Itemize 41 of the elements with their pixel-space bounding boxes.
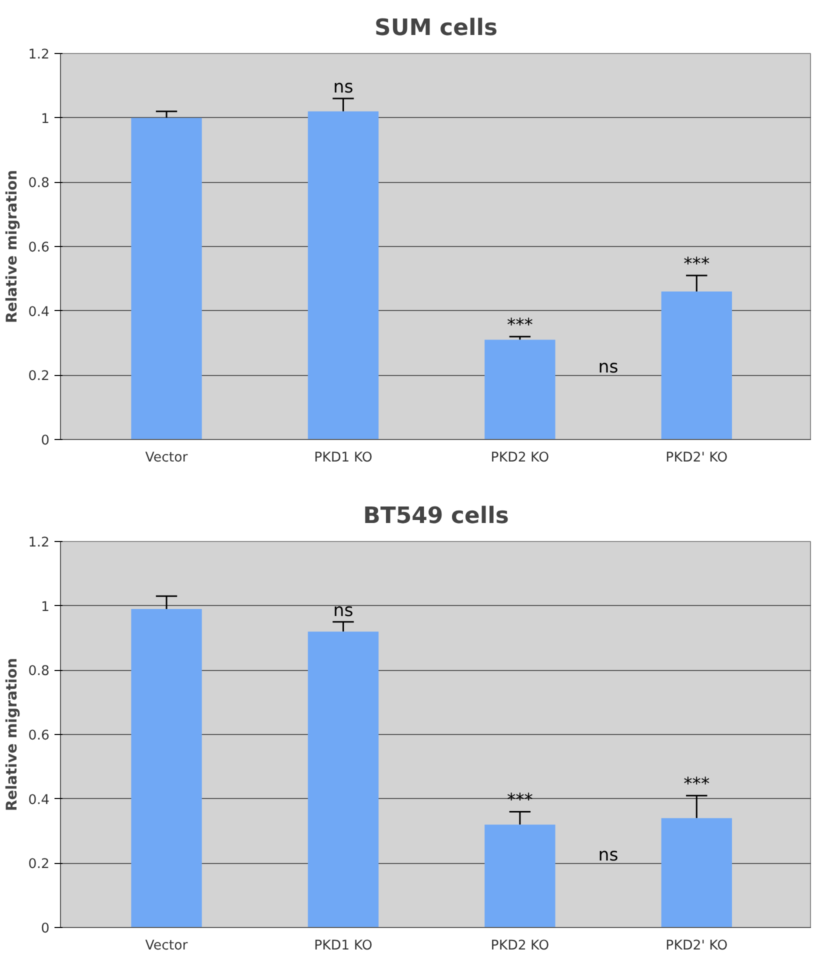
bar (484, 340, 556, 440)
y-tick-label: 0.8 (28, 664, 50, 680)
annotation: *** (684, 254, 710, 274)
y-tick-label: 0.6 (28, 728, 50, 744)
chart-title: SUM cells (374, 15, 498, 41)
y-tick-label: 0 (41, 434, 50, 448)
y-tick-label: 0.4 (28, 792, 50, 808)
annotation: *** (506, 316, 534, 336)
y-axis-title: Relative migration (3, 170, 20, 324)
annotation: ns (333, 78, 354, 98)
y-axis-title: Relative migration (3, 658, 20, 812)
y-tick-label: 0.4 (28, 304, 50, 320)
bar (308, 111, 379, 440)
y-tick-label: 0 (41, 922, 50, 936)
x-tick-label: PKD1 KO (314, 450, 372, 466)
y-tick-label: 1.2 (28, 48, 50, 62)
y-tick-label: 0.8 (28, 176, 50, 192)
y-tick-label: 0.6 (28, 240, 50, 256)
annotation: ns (598, 846, 618, 866)
y-tick-label: 1.2 (28, 536, 50, 550)
annotation: ns (333, 600, 354, 621)
y-tick-label: 1 (41, 112, 50, 127)
bar (131, 609, 202, 928)
bar (308, 632, 379, 928)
y-tick-label: 1 (41, 600, 50, 615)
chart-title: BT549 cells (363, 503, 509, 529)
x-tick-label: PKD2' KO (666, 938, 728, 954)
annotation: *** (684, 774, 710, 795)
bar (661, 818, 732, 928)
annotation: ns (598, 358, 618, 378)
x-tick-label: PKD2 KO (490, 450, 550, 466)
x-tick-label: PKD2' KO (666, 450, 728, 466)
y-tick-label: 0.2 (28, 857, 50, 872)
x-tick-label: Vector (145, 938, 188, 954)
x-tick-label: PKD2 KO (490, 938, 550, 954)
bar (661, 292, 732, 440)
x-tick-label: PKD1 KO (314, 938, 372, 954)
bar (484, 824, 556, 928)
bar (131, 118, 202, 440)
x-tick-label: Vector (145, 450, 188, 466)
y-tick-label: 0.2 (28, 369, 50, 384)
